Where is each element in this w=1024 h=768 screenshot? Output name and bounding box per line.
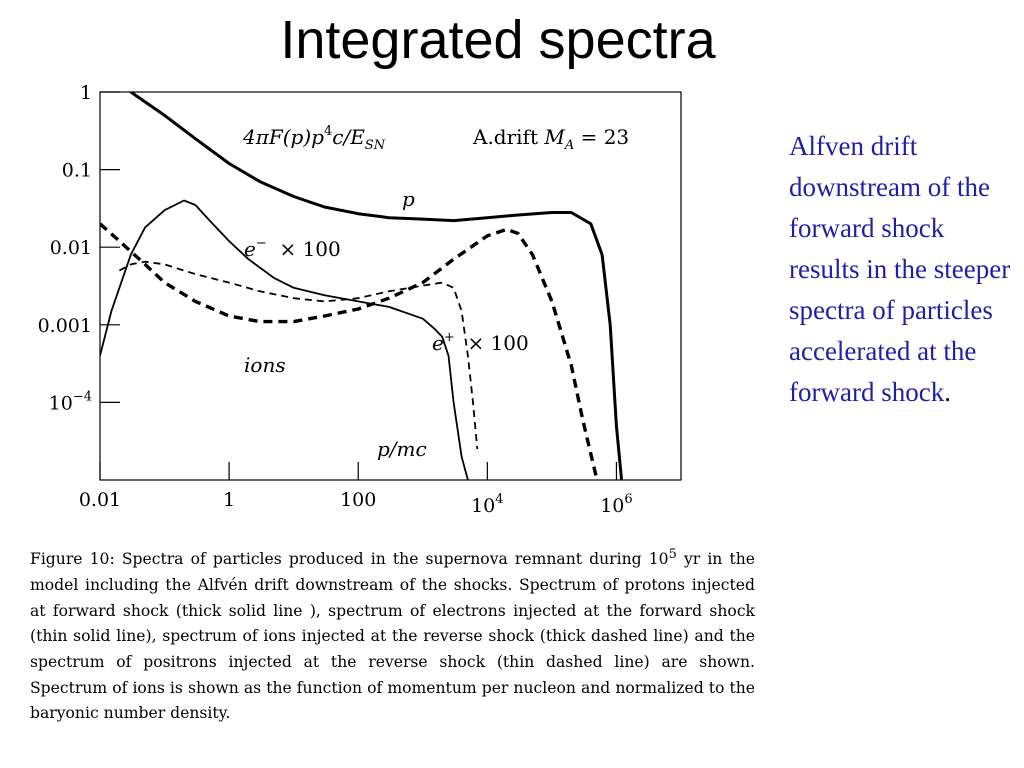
y-tick-label-4: 10−4	[49, 389, 92, 414]
label-ions: ions	[244, 353, 286, 377]
side-note-text: Alfven drift downstream of the forward s…	[789, 131, 1011, 407]
x-axis-label: p/mc	[377, 437, 427, 461]
annotation-quantity: 4πF(p)p4c/ESN	[242, 124, 386, 153]
spectra-chart: 0.01 1 100 104 106 1 0.1 0.01 0.001 10−4 4πF(p)p4…	[38, 82, 682, 517]
annotation-model: A.drift MA = 23	[472, 125, 629, 153]
curve-thin-solid	[100, 199, 469, 480]
label-positrons: e+ × 100	[432, 330, 529, 355]
x-tick-label-4: 106	[600, 492, 632, 517]
slide-title: Integrated spectra	[280, 10, 716, 70]
x-tick-label-2: 100	[340, 489, 376, 511]
x-tick-label-0: 0.01	[79, 489, 121, 511]
caption-superscript: 5	[668, 547, 677, 562]
label-protons: p	[402, 187, 415, 211]
plot-frame	[99, 91, 682, 481]
caption-part2: yr in the model including the Alfvén dri…	[30, 550, 755, 723]
label-electrons: e− × 100	[244, 236, 341, 261]
curves	[100, 92, 624, 480]
figure-caption: Figure 10: Spectra of particles produced…	[30, 542, 755, 727]
axis-ticks	[99, 91, 618, 480]
x-tick-label-1: 1	[223, 489, 235, 511]
y-tick-label-2: 0.01	[50, 237, 92, 259]
caption-part1: Figure 10: Spectra of particles produced…	[30, 550, 669, 569]
y-tick-label-3: 0.001	[38, 315, 92, 337]
axis-tick-labels: 0.01 1 100 104 106 1 0.1 0.01 0.001 10−4	[38, 82, 633, 517]
y-tick-label-1: 0.1	[62, 160, 92, 182]
x-tick-label-3: 104	[471, 492, 503, 517]
curve-thick-dashed	[100, 222, 599, 480]
side-note-period: .	[944, 377, 951, 407]
y-tick-label-0: 1	[80, 82, 92, 104]
curve-thick-solid	[129, 92, 624, 480]
side-note: Alfven drift downstream of the forward s…	[789, 126, 1014, 413]
